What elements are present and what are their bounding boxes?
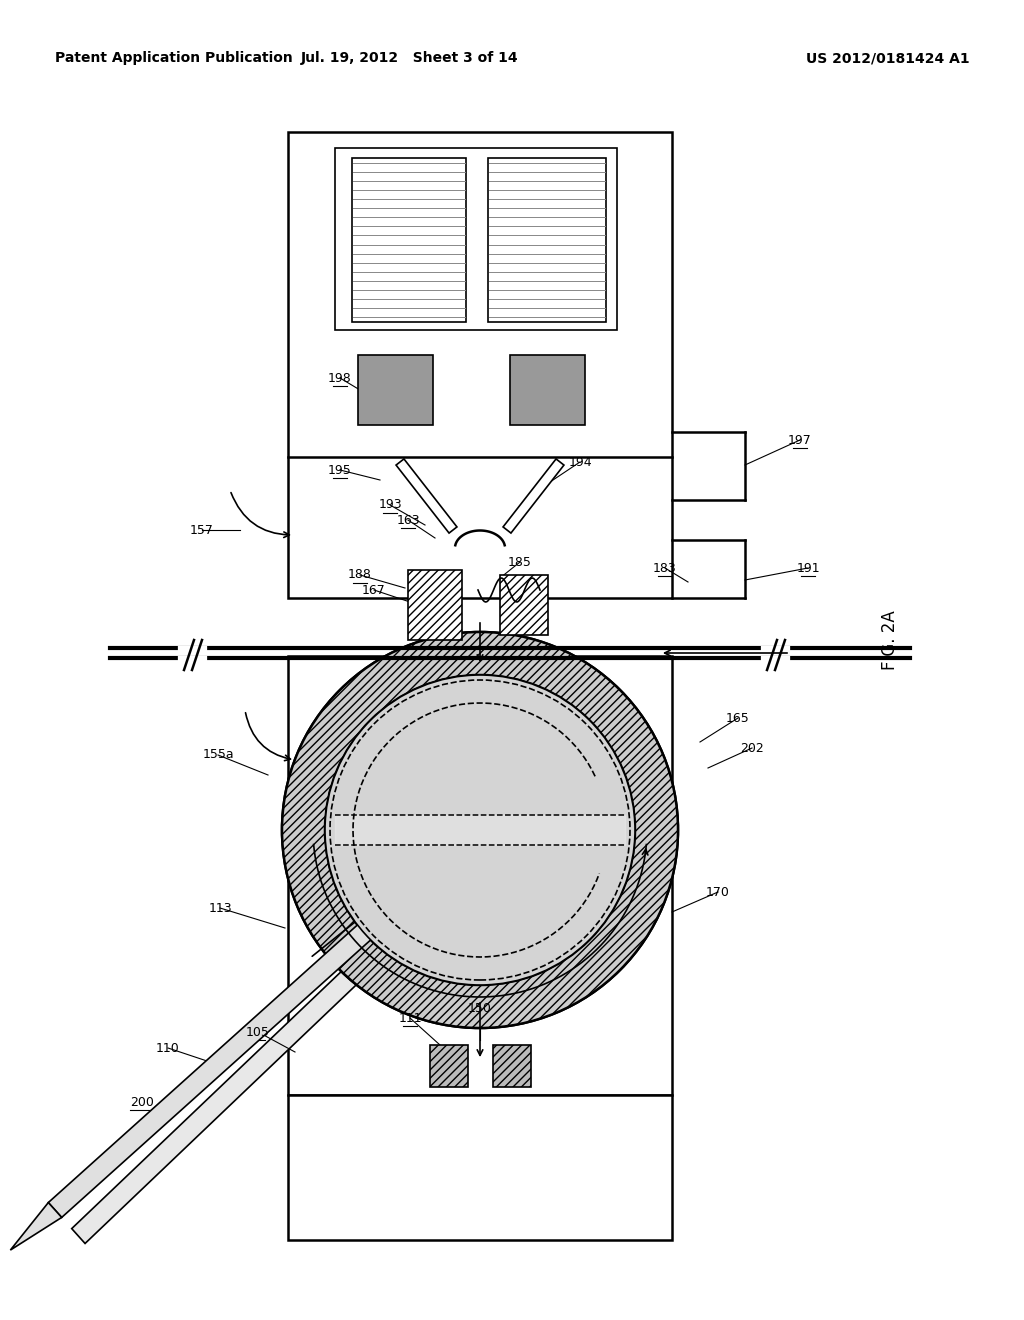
Text: 202: 202 xyxy=(740,742,764,755)
Bar xyxy=(288,656,672,1096)
Text: 175: 175 xyxy=(333,808,357,821)
Text: 200: 200 xyxy=(130,1096,154,1109)
Text: 198: 198 xyxy=(328,371,352,384)
Text: 150: 150 xyxy=(468,1002,492,1015)
Text: 155a: 155a xyxy=(202,748,233,762)
Text: 167: 167 xyxy=(362,583,386,597)
Bar xyxy=(288,1096,672,1239)
Text: 193: 193 xyxy=(378,499,401,511)
Text: 199: 199 xyxy=(371,228,394,242)
Text: US 2012/0181424 A1: US 2012/0181424 A1 xyxy=(806,51,970,65)
Polygon shape xyxy=(48,867,434,1217)
Text: 170: 170 xyxy=(707,886,730,899)
Bar xyxy=(408,570,462,640)
Circle shape xyxy=(282,632,678,1028)
Text: FIG. 2A: FIG. 2A xyxy=(881,610,899,669)
Text: 183: 183 xyxy=(653,561,677,574)
Text: 197: 197 xyxy=(788,433,812,446)
Polygon shape xyxy=(72,883,449,1243)
Bar xyxy=(352,158,466,322)
Text: 163: 163 xyxy=(396,513,420,527)
Polygon shape xyxy=(396,459,457,533)
Bar xyxy=(493,1045,531,1086)
Text: 185: 185 xyxy=(508,556,531,569)
Wedge shape xyxy=(282,632,678,1028)
Bar xyxy=(430,1045,468,1086)
Text: Jul. 19, 2012   Sheet 3 of 14: Jul. 19, 2012 Sheet 3 of 14 xyxy=(301,51,519,65)
Text: 165: 165 xyxy=(726,711,750,725)
Text: Patent Application Publication: Patent Application Publication xyxy=(55,51,293,65)
Bar xyxy=(510,355,585,425)
Text: 188: 188 xyxy=(348,569,372,582)
Circle shape xyxy=(325,675,635,985)
Bar xyxy=(335,148,617,330)
Polygon shape xyxy=(503,459,564,533)
Bar xyxy=(358,355,433,425)
Polygon shape xyxy=(10,1203,61,1250)
Text: 191: 191 xyxy=(797,561,820,574)
Text: 113: 113 xyxy=(208,902,231,915)
Text: 157: 157 xyxy=(190,524,214,536)
Text: 195: 195 xyxy=(328,463,352,477)
Text: 194: 194 xyxy=(568,455,592,469)
Text: 105: 105 xyxy=(246,1026,270,1039)
Bar xyxy=(500,576,548,635)
Bar xyxy=(488,158,606,322)
Text: 111: 111 xyxy=(398,1011,422,1024)
Bar xyxy=(288,132,672,598)
Text: 110: 110 xyxy=(156,1041,180,1055)
